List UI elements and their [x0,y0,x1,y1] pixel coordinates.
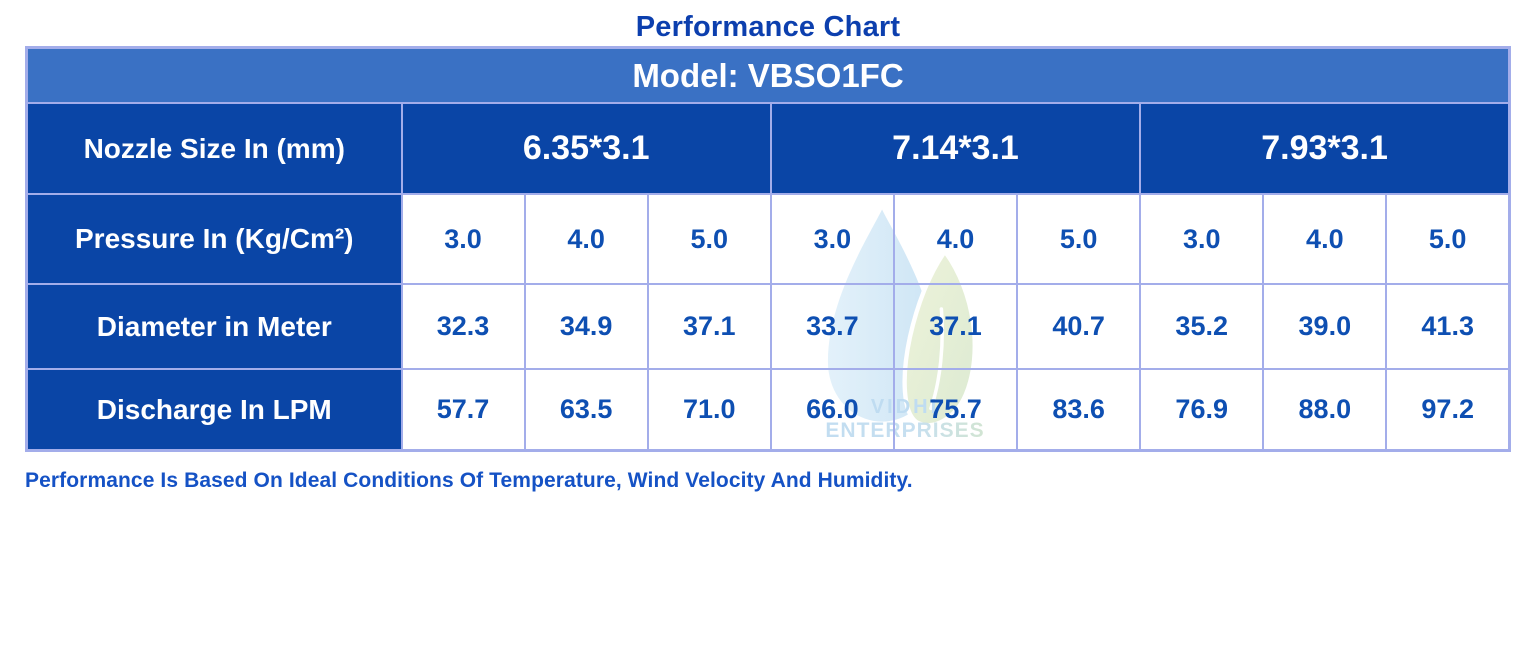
pressure-value-cell: 5.0 [1385,193,1511,285]
nozzle-size-header-1: 6.35*3.1 [400,102,772,195]
performance-table: Model: VBSO1FC Nozzle Size In (mm) 6.35*… [25,46,1511,452]
diameter-value-cell: 37.1 [892,283,1019,370]
footer-note: Performance Is Based On Ideal Conditions… [25,469,913,492]
pressure-value-cell: 4.0 [523,193,649,285]
discharge-value-cell: 57.7 [400,368,526,452]
row-label-pressure: Pressure In (Kg/Cm²) [25,193,403,285]
model-header-cell: Model: VBSO1FC [25,46,1511,104]
pressure-value-cell: 3.0 [400,193,526,285]
discharge-value-cell: 76.9 [1139,368,1265,452]
nozzle-size-header-2: 7.14*3.1 [769,102,1142,195]
model-header-row: Model: VBSO1FC [25,46,1511,104]
pressure-value-cell: 4.0 [1262,193,1388,285]
diameter-value-cell: 34.9 [523,283,649,370]
discharge-value-cell: 66.0 [769,368,895,452]
nozzle-size-header-3: 7.93*3.1 [1139,102,1511,195]
pressure-value-cell: 3.0 [769,193,895,285]
nozzle-size-row: Nozzle Size In (mm) 6.35*3.1 7.14*3.1 7.… [25,102,1511,195]
diameter-value-cell: 33.7 [769,283,895,370]
diameter-value-cell: 41.3 [1385,283,1511,370]
row-label-discharge: Discharge In LPM [25,368,403,452]
diameter-row: Diameter in Meter 32.3 34.9 37.1 33.7 37… [25,283,1511,370]
diameter-value-cell: 37.1 [646,283,772,370]
diameter-value-cell: 32.3 [400,283,526,370]
row-label-diameter: Diameter in Meter [25,283,403,370]
diameter-value-cell: 40.7 [1016,283,1142,370]
discharge-value-cell: 63.5 [523,368,649,452]
discharge-value-cell: 88.0 [1262,368,1388,452]
discharge-row: Discharge In LPM 57.7 63.5 71.0 66.0 75.… [25,368,1511,452]
discharge-value-cell: 71.0 [646,368,772,452]
page-title: Performance Chart [635,11,901,43]
diameter-value-cell: 35.2 [1139,283,1265,370]
pressure-value-cell: 3.0 [1139,193,1265,285]
row-label-nozzle: Nozzle Size In (mm) [25,102,403,195]
pressure-value-cell: 5.0 [1016,193,1142,285]
diameter-value-cell: 39.0 [1262,283,1388,370]
pressure-row: Pressure In (Kg/Cm²) 3.0 4.0 5.0 3.0 4.0… [25,193,1511,285]
discharge-value-cell: 75.7 [892,368,1019,452]
discharge-value-cell: 97.2 [1385,368,1511,452]
discharge-value-cell: 83.6 [1016,368,1142,452]
pressure-value-cell: 4.0 [892,193,1019,285]
pressure-value-cell: 5.0 [646,193,772,285]
